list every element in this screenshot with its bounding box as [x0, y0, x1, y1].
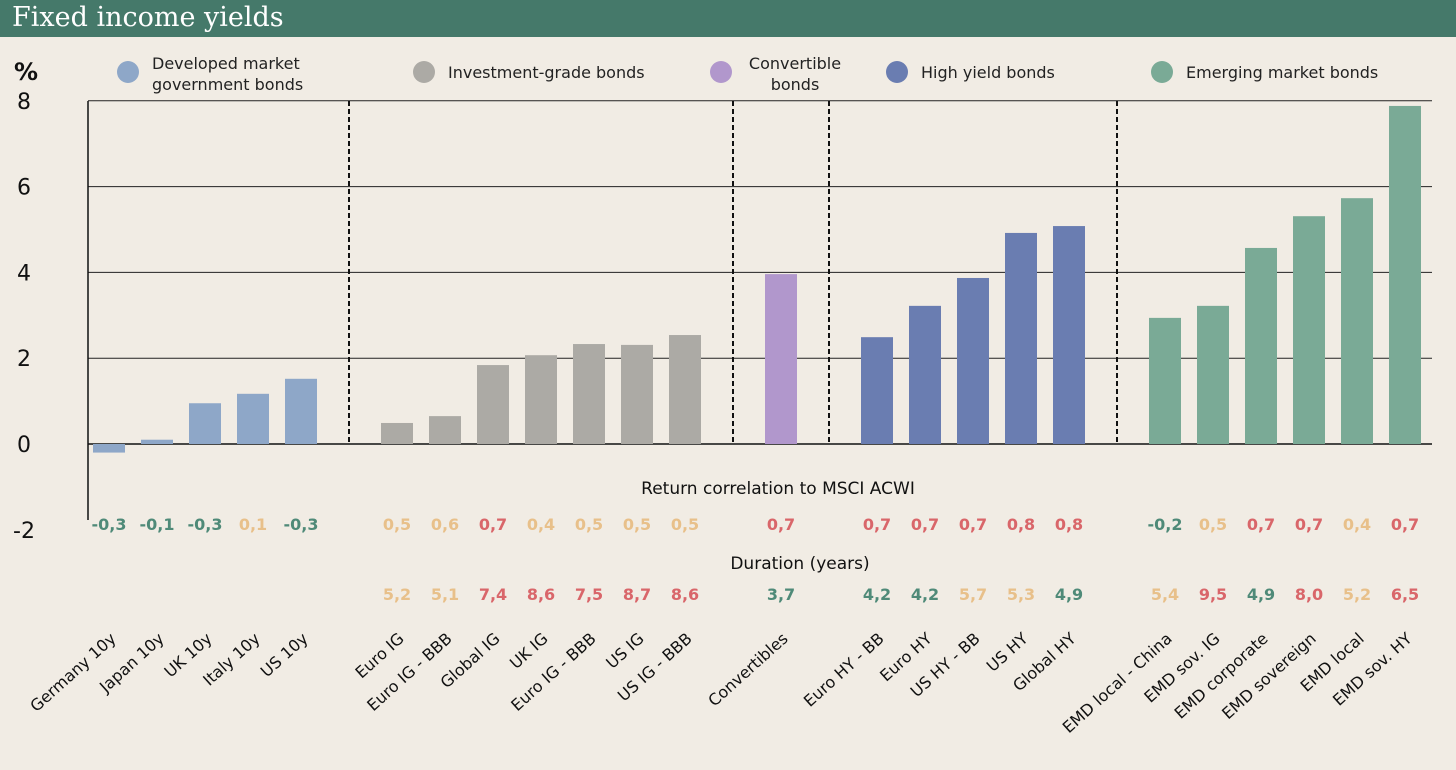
correlation-value: 0,5: [575, 515, 603, 534]
bar: [765, 274, 797, 444]
duration-value: 4,2: [911, 585, 939, 604]
y-axis-label: %: [14, 58, 38, 86]
correlation-value: 0,8: [1055, 515, 1083, 534]
bar: [381, 422, 413, 444]
correlation-value: -0,3: [188, 515, 223, 534]
duration-value: 8,0: [1295, 585, 1323, 604]
bar: [1197, 305, 1229, 444]
legend-swatch: [413, 61, 435, 83]
bar: [1245, 247, 1277, 444]
bar: [861, 337, 893, 444]
correlation-value: 0,7: [959, 515, 987, 534]
bar: [957, 277, 989, 444]
legend-label: Convertible: [749, 54, 841, 73]
correlation-value: 0,7: [479, 515, 507, 534]
y-tick-label: 4: [17, 261, 31, 286]
correlation-value: -0,3: [284, 515, 319, 534]
correlation-value: 0,7: [911, 515, 939, 534]
bar: [1005, 232, 1037, 444]
duration-value: 5,1: [431, 585, 459, 604]
title-bar: Fixed income yields: [0, 0, 1456, 37]
bar: [93, 444, 125, 453]
correlation-value: 0,1: [239, 515, 267, 534]
duration-value: 5,3: [1007, 585, 1035, 604]
correlation-value: 0,5: [1199, 515, 1227, 534]
correlation-value: 0,7: [863, 515, 891, 534]
y-tick-label: 0: [17, 433, 31, 458]
legend-swatch: [117, 61, 139, 83]
correlation-value: 0,6: [431, 515, 459, 534]
duration-value: 9,5: [1199, 585, 1227, 604]
y-tick-label: 6: [17, 176, 31, 201]
duration-value: 5,7: [959, 585, 987, 604]
bar: [1149, 317, 1181, 444]
bar: [141, 439, 173, 444]
x-tick-label: Euro HY - BB: [800, 629, 888, 711]
duration-value: 5,2: [1343, 585, 1371, 604]
correlation-value: 0,7: [1247, 515, 1275, 534]
duration-value: 4,2: [863, 585, 891, 604]
correlation-value: -0,1: [140, 515, 175, 534]
duration-value: 5,4: [1151, 585, 1179, 604]
correlation-value: 0,5: [383, 515, 411, 534]
correlation-value: 0,4: [1343, 515, 1371, 534]
bar: [525, 355, 557, 444]
x-tick-label: Euro IG - BBB: [507, 629, 599, 715]
duration-row-label: Duration (years): [730, 554, 869, 574]
duration-value: 4,9: [1247, 585, 1275, 604]
legend-swatch: [1151, 61, 1173, 83]
bar: [237, 393, 269, 444]
bar: [669, 335, 701, 444]
bar: [1293, 216, 1325, 444]
bar: [573, 344, 605, 444]
bar: [429, 416, 461, 444]
y-tick-label: -2: [13, 519, 35, 544]
x-tick-label: Convertibles: [704, 629, 791, 710]
correlation-value: 0,8: [1007, 515, 1035, 534]
correlation-value: 0,4: [527, 515, 555, 534]
duration-value: 8,7: [623, 585, 651, 604]
correlation-row-label: Return correlation to MSCI ACWI: [641, 479, 915, 499]
duration-value: 4,9: [1055, 585, 1083, 604]
duration-value: 3,7: [767, 585, 795, 604]
duration-value: 8,6: [671, 585, 699, 604]
duration-value: 8,6: [527, 585, 555, 604]
chart-title: Fixed income yields: [12, 2, 284, 33]
duration-value: 6,5: [1391, 585, 1419, 604]
bar: [1053, 226, 1085, 444]
correlation-value: -0,2: [1148, 515, 1183, 534]
legend-label: Investment-grade bonds: [448, 63, 645, 82]
legend-label: Emerging market bonds: [1186, 63, 1378, 82]
correlation-value: 0,7: [767, 515, 795, 534]
legend-label: government bonds: [152, 75, 303, 94]
correlation-value: -0,3: [92, 515, 127, 534]
legend-swatch: [886, 61, 908, 83]
y-tick-label: 8: [17, 90, 31, 115]
y-tick-label: 2: [17, 347, 31, 372]
x-tick-label: US 10y: [257, 629, 312, 681]
correlation-value: 0,5: [623, 515, 651, 534]
bar: [1389, 105, 1421, 444]
correlation-value: 0,5: [671, 515, 699, 534]
duration-value: 7,4: [479, 585, 507, 604]
correlation-value: 0,7: [1391, 515, 1419, 534]
bar: [909, 305, 941, 444]
legend-label: High yield bonds: [921, 63, 1055, 82]
correlation-value: 0,7: [1295, 515, 1323, 534]
duration-value: 7,5: [575, 585, 603, 604]
bar: [477, 365, 509, 444]
duration-value: 5,2: [383, 585, 411, 604]
bar: [1341, 198, 1373, 444]
legend-label: bonds: [771, 75, 820, 94]
bar: [285, 378, 317, 444]
bar: [621, 344, 653, 444]
legend-swatch: [710, 61, 732, 83]
bar: [189, 403, 221, 444]
legend-label: Developed market: [152, 54, 300, 73]
